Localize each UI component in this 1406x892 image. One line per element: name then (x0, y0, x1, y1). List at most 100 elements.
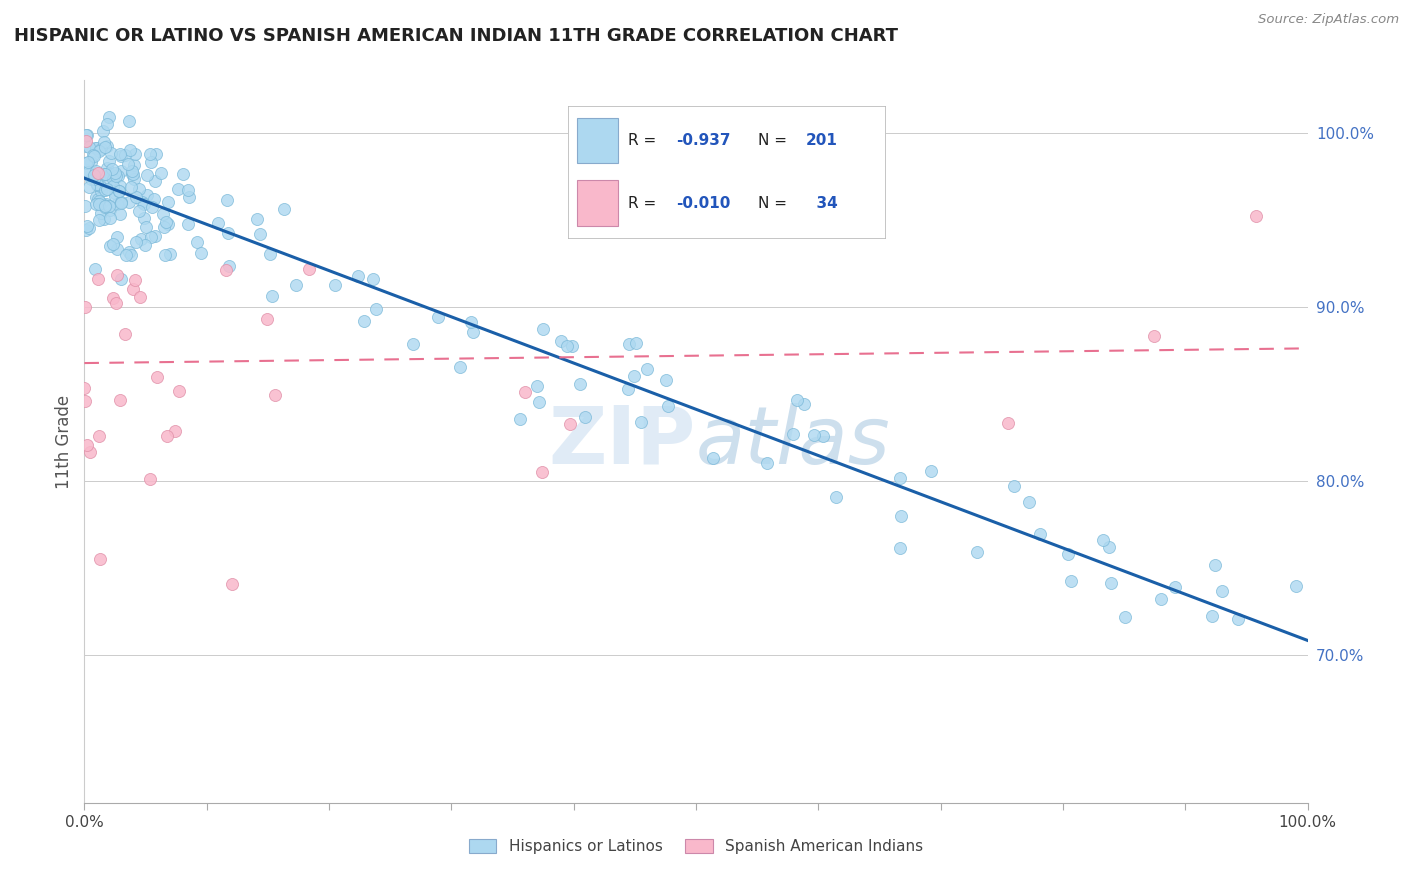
Point (84, 169, 107, 183)
Point (782, 426, 804, 441)
Point (110, 164, 132, 178)
Point (93, 124, 115, 138)
Point (636, 362, 658, 376)
Point (139, 230, 162, 244)
Point (125, 235, 148, 249)
Point (94, 183, 117, 197)
Point (259, 247, 281, 261)
Point (93, 135, 115, 149)
Point (82, 148, 104, 162)
Point (87, 144, 110, 158)
Point (152, 219, 174, 234)
Point (460, 315, 482, 329)
Point (94, 198, 117, 212)
Point (129, 231, 152, 245)
Point (79, 172, 101, 186)
Point (207, 216, 229, 230)
Point (1163, 580, 1185, 594)
Point (617, 336, 640, 351)
Point (560, 417, 582, 431)
Point (157, 217, 180, 231)
Point (79, 155, 101, 169)
Point (260, 288, 283, 302)
Point (1060, 574, 1083, 589)
Point (105, 268, 128, 283)
Point (94, 167, 117, 181)
Point (118, 244, 141, 259)
Point (131, 195, 153, 210)
Point (136, 168, 159, 182)
Point (617, 382, 640, 396)
Point (76, 437, 98, 451)
Point (86, 177, 108, 191)
Point (75, 156, 97, 170)
Point (1201, 608, 1223, 623)
Point (89, 179, 111, 194)
Point (217, 193, 239, 207)
Point (167, 384, 190, 398)
Point (134, 197, 156, 211)
Point (90, 184, 112, 198)
Point (104, 296, 127, 310)
Point (96, 139, 118, 153)
Point (76, 128, 98, 143)
Point (273, 202, 295, 216)
Point (159, 247, 181, 261)
Point (531, 322, 554, 336)
Point (568, 376, 591, 391)
Point (87, 192, 110, 206)
Point (118, 114, 141, 128)
Point (134, 211, 156, 226)
Point (526, 378, 548, 392)
Point (657, 399, 679, 413)
Point (793, 396, 815, 410)
Point (100, 146, 122, 161)
Point (1227, 612, 1250, 626)
Point (75, 139, 97, 153)
Point (76, 219, 98, 233)
Point (1114, 610, 1136, 624)
Point (108, 178, 131, 193)
Point (125, 190, 148, 204)
Point (84, 190, 107, 204)
Point (426, 310, 449, 324)
Point (157, 195, 180, 210)
Point (1018, 494, 1040, 508)
Point (1244, 210, 1267, 224)
Point (90, 169, 112, 184)
Point (98, 211, 121, 225)
Point (98, 110, 121, 124)
Point (527, 395, 550, 409)
Point (509, 412, 531, 426)
Point (121, 167, 143, 181)
Point (353, 314, 375, 328)
Point (1150, 591, 1173, 606)
Point (172, 167, 194, 181)
Point (101, 172, 124, 186)
Point (122, 157, 145, 171)
Text: atlas: atlas (696, 402, 891, 481)
Point (221, 577, 243, 591)
Point (84, 261, 107, 276)
Point (94, 174, 117, 188)
Point (824, 490, 846, 504)
Point (110, 149, 132, 163)
Point (561, 338, 583, 352)
Point (129, 290, 152, 304)
Point (120, 248, 142, 262)
Point (75, 223, 97, 237)
Point (89, 551, 111, 566)
Point (73, 394, 96, 409)
Point (889, 471, 911, 485)
Point (153, 248, 176, 262)
Point (75, 163, 97, 178)
Point (141, 200, 163, 214)
Point (920, 464, 942, 478)
Point (143, 174, 166, 188)
Point (108, 207, 131, 221)
Point (803, 427, 825, 442)
Point (84, 141, 107, 155)
Point (165, 424, 187, 438)
Point (101, 179, 124, 194)
Point (104, 166, 127, 180)
